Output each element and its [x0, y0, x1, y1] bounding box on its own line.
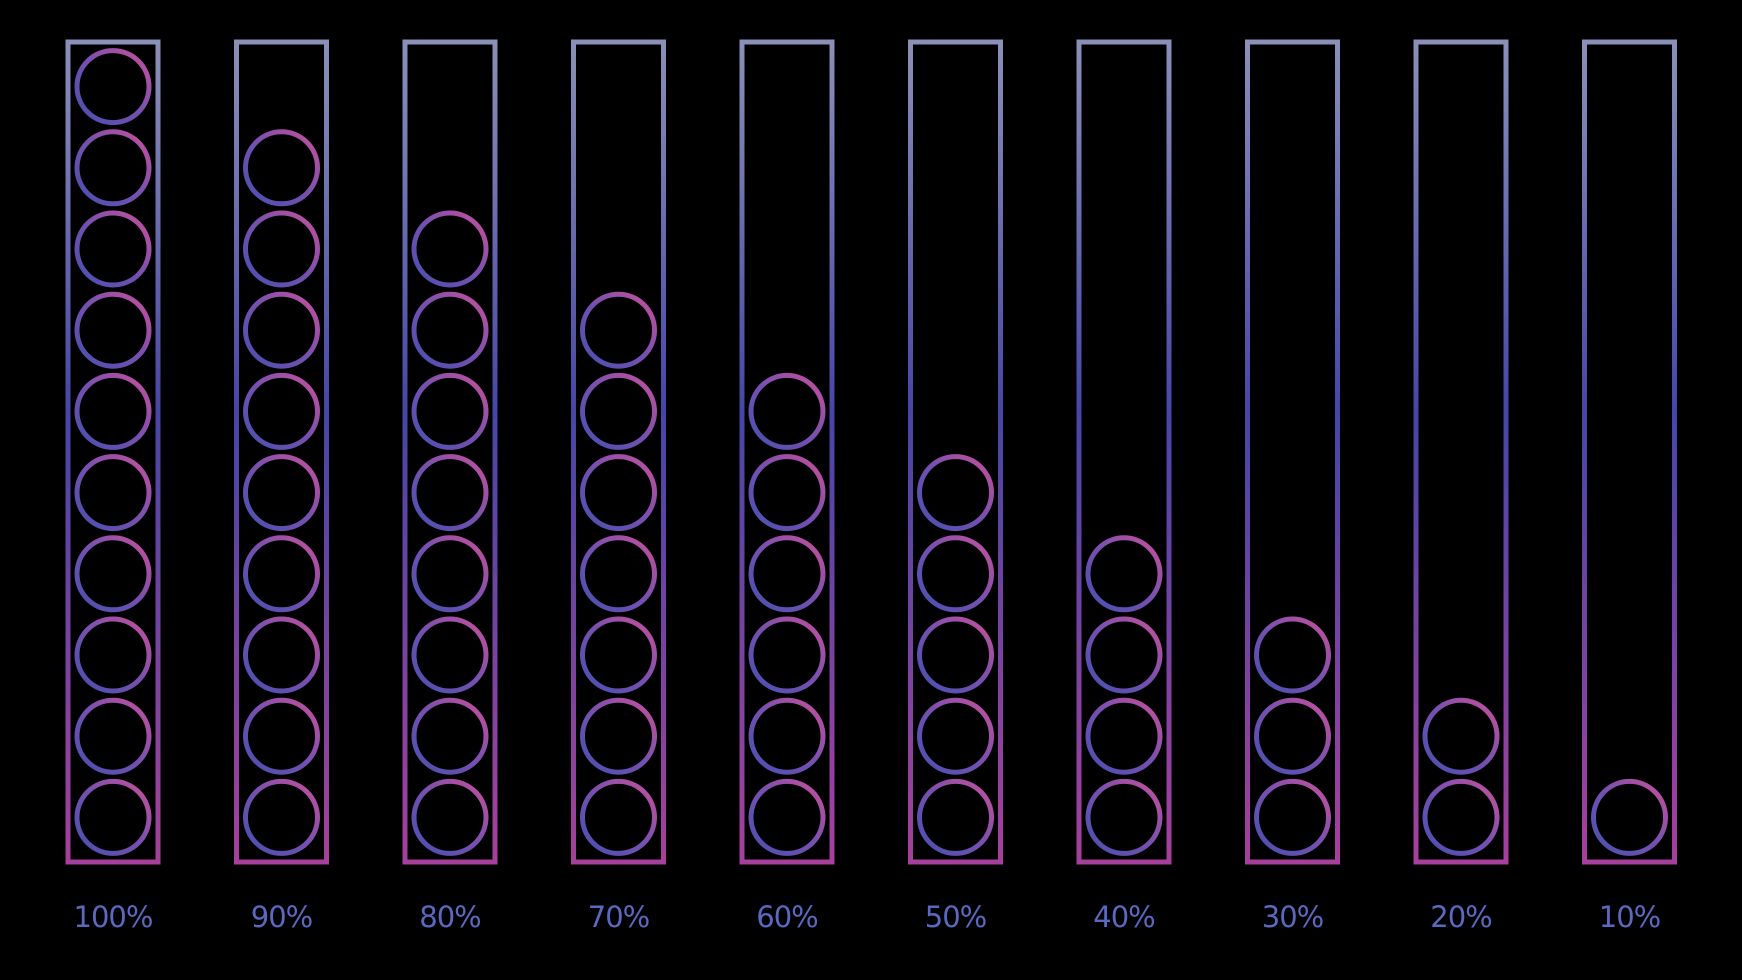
ball [74, 48, 152, 126]
ball [74, 129, 152, 207]
ball [243, 616, 320, 694]
ball [243, 778, 320, 856]
ball [580, 697, 657, 775]
ball [1254, 616, 1331, 694]
ball [580, 778, 657, 856]
value-label: 60% [756, 900, 817, 934]
value-label: 20% [1430, 900, 1491, 934]
ball-stack [411, 210, 489, 856]
ball [411, 778, 489, 856]
ball [1085, 616, 1163, 694]
ball [580, 372, 657, 450]
value-label: 30% [1262, 900, 1323, 934]
ball-stack [748, 372, 826, 856]
ball [411, 616, 489, 694]
ball [74, 535, 152, 613]
ball [1085, 697, 1163, 775]
ball [74, 697, 152, 775]
ball [1422, 697, 1500, 775]
tube [739, 39, 835, 865]
ball [243, 454, 320, 532]
tube [402, 39, 498, 865]
ball [580, 291, 657, 369]
ball [243, 210, 320, 288]
tube [65, 39, 161, 865]
ball [411, 454, 489, 532]
ball [580, 454, 657, 532]
tube [908, 39, 1003, 865]
ball [748, 616, 826, 694]
ball [243, 535, 320, 613]
value-label: 100% [74, 900, 153, 934]
ball-stack [1085, 535, 1163, 856]
ball [411, 372, 489, 450]
ball [1085, 778, 1163, 856]
ball [748, 454, 826, 532]
ball [74, 454, 152, 532]
ball [580, 535, 657, 613]
ball [243, 372, 320, 450]
ball [74, 291, 152, 369]
tube [1245, 39, 1340, 865]
ball [243, 697, 320, 775]
ball [243, 129, 320, 207]
ball [748, 778, 826, 856]
value-label: 10% [1599, 900, 1660, 934]
value-label: 50% [925, 900, 986, 934]
ball [580, 616, 657, 694]
ball [1422, 778, 1500, 856]
ball [1254, 697, 1331, 775]
ball-stack [1254, 616, 1331, 856]
ball-stack [74, 48, 152, 856]
ball [411, 291, 489, 369]
ball [1085, 535, 1163, 613]
ball [411, 210, 489, 288]
value-label: 70% [588, 900, 649, 934]
ball-stack [580, 291, 657, 856]
ball [917, 697, 994, 775]
ball [917, 616, 994, 694]
ball [917, 535, 994, 613]
ball [748, 372, 826, 450]
tube [1076, 39, 1172, 865]
value-label: 90% [251, 900, 312, 934]
ball-stack [917, 454, 994, 856]
ball [748, 697, 826, 775]
ball [411, 535, 489, 613]
ball-stack [243, 129, 320, 856]
tube [234, 39, 329, 865]
ball [917, 454, 994, 532]
ball [917, 778, 994, 856]
ball-stack [1591, 778, 1668, 856]
ball [243, 291, 320, 369]
ball-stack [1422, 697, 1500, 856]
ball [74, 616, 152, 694]
ball [74, 778, 152, 856]
value-label: 40% [1093, 900, 1154, 934]
ball [411, 697, 489, 775]
ball [1591, 778, 1668, 856]
tube [1582, 39, 1677, 865]
ball [74, 372, 152, 450]
ball [74, 210, 152, 288]
ball [1254, 778, 1331, 856]
tube [571, 39, 666, 865]
tube [1413, 39, 1509, 865]
value-label: 80% [419, 900, 480, 934]
ball [748, 535, 826, 613]
